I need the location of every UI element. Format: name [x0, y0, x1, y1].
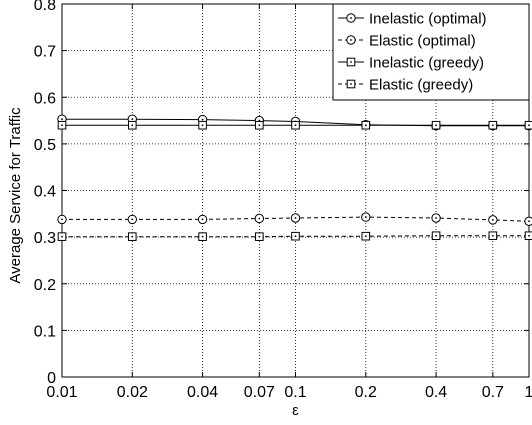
series-3 — [57, 120, 532, 130]
series-point-center — [364, 216, 367, 218]
x-tick-label: 0.07 — [244, 384, 275, 401]
series-point-center — [201, 235, 204, 238]
series-point-center — [131, 118, 134, 121]
series-point-center — [364, 124, 367, 127]
x-axis-label: ε — [292, 402, 299, 419]
series-point-center — [294, 217, 297, 219]
y-tick-label: 0 — [47, 370, 56, 387]
legend-item: Elastic (optimal) — [338, 33, 476, 50]
legend-item: Inelastic (optimal) — [338, 11, 487, 28]
series-point-center — [258, 124, 261, 127]
series-point-center — [435, 124, 437, 127]
legend-point-center — [350, 17, 352, 19]
legend: Inelastic (optimal) Elastic (optimal) Inel… — [332, 3, 530, 101]
series-point-center — [61, 235, 63, 238]
x-tick-label: 0.04 — [187, 384, 218, 401]
legend-label: Elastic (greedy) — [369, 77, 473, 94]
series-group — [57, 114, 532, 241]
x-tick-label: 0.02 — [117, 384, 148, 401]
series-point-center — [131, 235, 134, 238]
series-point-center — [258, 217, 261, 220]
series-point-center — [61, 118, 63, 121]
series-point-center — [435, 217, 437, 219]
y-axis-label: Average Service for Traffic — [7, 107, 24, 284]
legend-point-center — [350, 61, 352, 63]
series-point-center — [201, 124, 204, 127]
series-point-center — [294, 235, 297, 238]
legend-point-center — [350, 83, 352, 85]
x-tick-label: 0.7 — [482, 384, 504, 401]
series-point-center — [435, 234, 437, 237]
legend-label: Inelastic (optimal) — [369, 11, 487, 28]
x-tick-label: 1 — [525, 384, 532, 401]
y-tick-label: 0.7 — [34, 44, 56, 61]
series-point-center — [491, 218, 494, 221]
legend-item: Inelastic (greedy) — [338, 55, 484, 72]
series-point-center — [131, 218, 134, 221]
series-point-center — [528, 124, 530, 127]
series-2 — [57, 212, 532, 226]
legend-label: Inelastic (greedy) — [369, 55, 484, 72]
y-tick-label: 0.1 — [34, 323, 56, 340]
x-tick-label: 0.01 — [46, 384, 77, 401]
series-point-center — [294, 124, 297, 127]
y-tick-label: 0.5 — [34, 137, 56, 154]
grid-lines — [62, 4, 529, 377]
legend-point-center — [350, 39, 352, 41]
series-point-center — [528, 220, 530, 223]
series-point-center — [61, 124, 63, 127]
y-tick-label: 0.6 — [34, 90, 56, 107]
series-point-center — [61, 218, 63, 221]
series-point-center — [201, 118, 204, 121]
y-tick-label: 0.2 — [34, 277, 56, 294]
series-4 — [57, 231, 532, 241]
series-point-center — [131, 124, 134, 127]
series-point-center — [528, 234, 530, 237]
x-tick-label: 0.1 — [284, 384, 306, 401]
legend-box — [332, 3, 530, 101]
legend-label: Elastic (optimal) — [369, 33, 476, 50]
x-tick-label: 0.2 — [355, 384, 377, 401]
series-point-center — [491, 234, 494, 237]
y-tick-label: 0.8 — [34, 0, 56, 14]
axis-ticks: 0.01 0.02 0.04 0.07 0.1 0.2 0.4 0.7 1 0 0.1 0.2 0.3 0… — [34, 0, 532, 401]
series-point-center — [364, 235, 367, 238]
y-tick-label: 0.4 — [34, 184, 56, 201]
series-point-center — [201, 218, 204, 221]
y-tick-label: 0.3 — [34, 230, 56, 247]
series-point-center — [491, 124, 494, 127]
x-tick-label: 0.4 — [425, 384, 447, 401]
series-point-center — [258, 235, 261, 238]
legend-item: Elastic (greedy) — [338, 77, 473, 94]
